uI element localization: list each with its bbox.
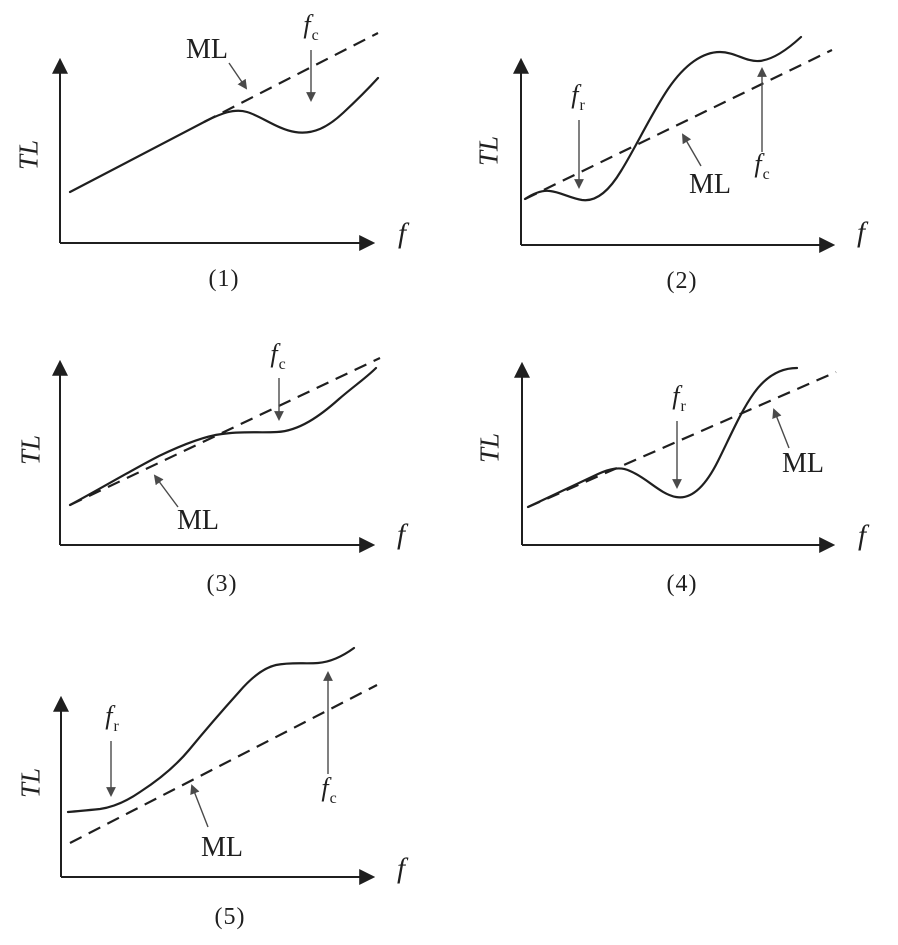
ml-pointer-arrow bbox=[682, 133, 702, 167]
x-axis-label: f bbox=[396, 518, 406, 551]
ml-label: ML bbox=[689, 169, 731, 200]
mass-law-line bbox=[203, 32, 379, 123]
fr-base: f bbox=[571, 80, 579, 109]
fr-subscript: r bbox=[579, 97, 585, 114]
panel-4-plot bbox=[514, 361, 837, 553]
fr-base: f bbox=[105, 701, 113, 730]
fc-label: fc bbox=[321, 775, 336, 807]
x-axis-label: f bbox=[396, 852, 406, 885]
fc-subscript: c bbox=[278, 356, 286, 373]
panel-1: TL f ML fc (1) bbox=[0, 0, 449, 300]
panel-caption: (2) bbox=[666, 268, 698, 294]
y-axis-label: TL bbox=[15, 767, 46, 799]
y-axis-label: TL bbox=[474, 432, 505, 464]
fr-subscript: r bbox=[113, 718, 119, 735]
panel-2: TL f fr ML fc (2) bbox=[449, 0, 898, 300]
fc-label: fc bbox=[754, 151, 769, 183]
fr-label: fr bbox=[105, 703, 119, 735]
ml-label: ML bbox=[177, 505, 219, 536]
panel-2-plot bbox=[513, 35, 836, 253]
mass-law-line bbox=[527, 370, 837, 509]
fr-subscript: r bbox=[680, 398, 686, 415]
fc-base: f bbox=[303, 10, 311, 39]
fr-base: f bbox=[672, 381, 680, 410]
x-axis-label: f bbox=[856, 216, 866, 249]
tl-curve bbox=[526, 366, 799, 509]
panel-caption: (1) bbox=[208, 266, 240, 292]
panel-5-plot bbox=[53, 646, 378, 885]
fc-base: f bbox=[270, 339, 278, 368]
mass-law-line bbox=[69, 684, 378, 844]
fc-subscript: c bbox=[329, 790, 337, 807]
fr-label: fr bbox=[571, 82, 585, 114]
fr-label: fr bbox=[672, 383, 686, 415]
mass-law-line bbox=[524, 49, 833, 200]
x-axis-label: f bbox=[857, 519, 867, 552]
fc-base: f bbox=[321, 773, 329, 802]
fc-subscript: c bbox=[311, 27, 319, 44]
fc-label: fc bbox=[270, 341, 285, 373]
ml-pointer-arrow bbox=[228, 62, 248, 90]
panel-caption: (4) bbox=[666, 571, 698, 597]
tl-curve bbox=[68, 76, 380, 194]
ml-label: ML bbox=[782, 448, 824, 479]
panel-3-plot bbox=[52, 357, 381, 553]
fc-subscript: c bbox=[762, 166, 770, 183]
mass-law-line bbox=[69, 357, 381, 506]
tl-curve bbox=[68, 366, 378, 507]
fc-label: fc bbox=[303, 12, 318, 44]
panel-3: TL f fc ML (3) bbox=[0, 300, 449, 620]
fc-base: f bbox=[754, 149, 762, 178]
y-axis-label: TL bbox=[473, 135, 504, 167]
panel-5: TL f fr ML fc (5) bbox=[0, 620, 449, 945]
ml-label: ML bbox=[201, 832, 243, 863]
panel-1-plot bbox=[52, 32, 380, 251]
x-axis-label: f bbox=[397, 217, 407, 250]
ml-pointer-arrow bbox=[153, 474, 179, 508]
ml-pointer-arrow bbox=[772, 408, 790, 449]
tl-curve bbox=[523, 35, 803, 202]
panel-caption: (5) bbox=[214, 904, 246, 930]
y-axis-label: TL bbox=[15, 434, 46, 466]
y-axis-label: TL bbox=[13, 139, 44, 171]
panel-caption: (3) bbox=[206, 571, 238, 597]
tl-curve bbox=[66, 646, 356, 814]
panel-4: TL f fr ML (4) bbox=[449, 300, 898, 620]
ml-pointer-arrow bbox=[190, 784, 209, 828]
ml-label: ML bbox=[186, 34, 228, 65]
